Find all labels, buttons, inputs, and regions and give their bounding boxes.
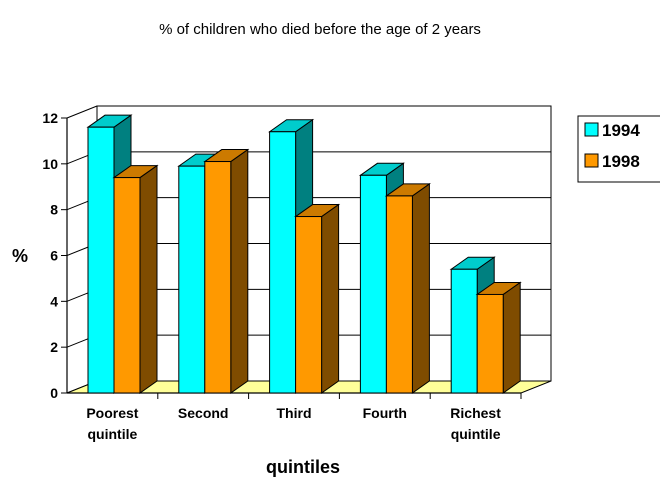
chart-title: % of children who died before the age of… [159, 21, 481, 38]
x-axis-label: quintiles [266, 457, 340, 477]
bar-front [476, 293, 504, 394]
bar-front [204, 161, 232, 394]
x-tick-label: Richest [450, 405, 501, 421]
bar-front [87, 126, 115, 394]
y-tick-label: 0 [50, 385, 58, 401]
y-tick-label: 6 [50, 248, 58, 264]
x-tick-label: quintile [451, 426, 501, 442]
legend-label: 1994 [602, 121, 640, 140]
bar-front [295, 216, 323, 394]
bar-1998-3 [384, 182, 431, 394]
bar-front [450, 268, 478, 394]
bar-front [385, 195, 413, 394]
gridline-side [66, 105, 98, 119]
x-tick-labels: Poorest quintile Second Third Fourth Richest q… [86, 405, 501, 442]
legend-label: 1998 [602, 152, 640, 171]
x-tick-label: Second [178, 405, 229, 421]
y-tick-label: 8 [50, 202, 58, 218]
bar-1998-4 [475, 281, 522, 394]
x-tick-label: Fourth [363, 405, 407, 421]
y-tick-labels: 0 2 4 6 8 10 12 [42, 110, 58, 401]
legend-swatch [584, 122, 599, 137]
x-tick-label: quintile [88, 426, 138, 442]
bar-front [113, 177, 141, 394]
legend-swatch [584, 153, 599, 168]
bar-front [269, 131, 297, 394]
x-tick-label: Poorest [86, 405, 138, 421]
y-tick-label: 10 [42, 156, 58, 172]
bar-side [411, 182, 430, 394]
bar-side [502, 281, 521, 394]
y-tick-label: 12 [42, 110, 58, 126]
bar-front [178, 165, 206, 394]
bar-side [139, 164, 158, 394]
y-axis-label: % [12, 246, 28, 266]
bar-1998-2 [294, 203, 341, 394]
y-tick-label: 2 [50, 339, 58, 355]
bar-front [359, 174, 387, 394]
legend: 1994 1998 [577, 115, 660, 183]
y-tick-label: 4 [50, 293, 58, 309]
x-tick-label: Third [277, 405, 312, 421]
bar-side [230, 148, 249, 394]
bar-side [321, 203, 340, 394]
bar-1998-0 [112, 164, 159, 394]
bar-1998-1 [203, 148, 250, 394]
bars [86, 114, 522, 394]
